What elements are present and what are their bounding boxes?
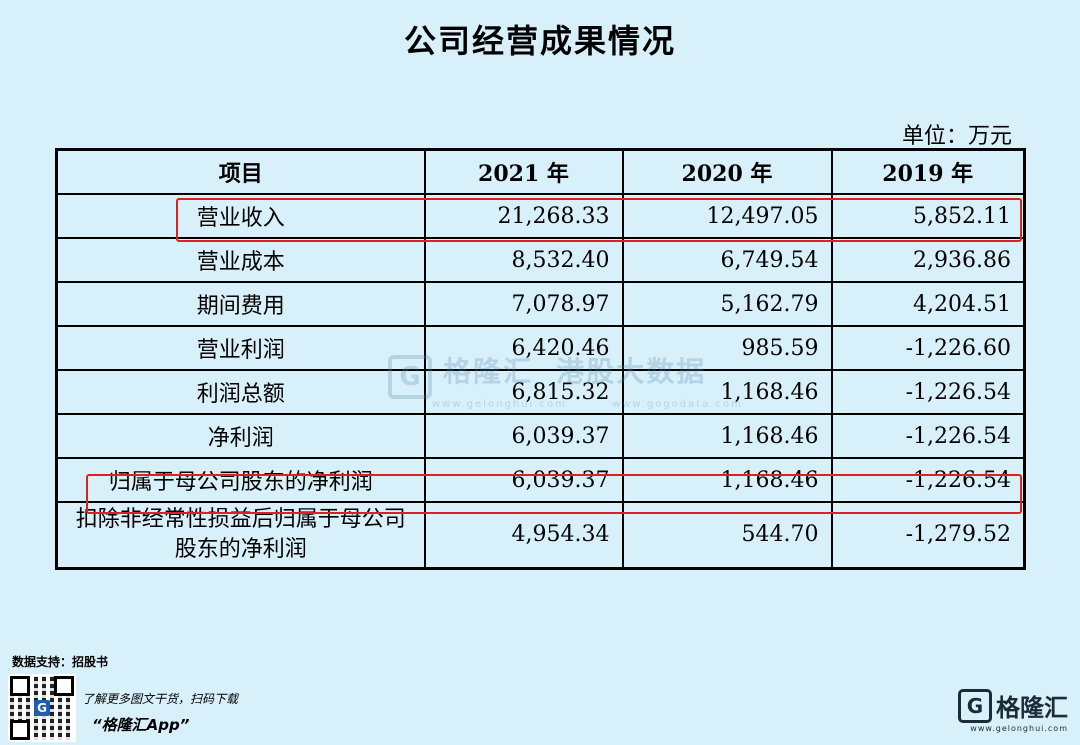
cell-2019: 2,936.86 (830, 237, 1026, 283)
table-row: 营业收入 21,268.33 12,497.05 5,852.11 (55, 193, 1026, 239)
financial-table: 项目 2021 年 2020 年 2019 年 营业收入 21,268.33 1… (55, 148, 1026, 570)
cell-2021: 8,532.40 (423, 237, 624, 283)
cell-2019: 4,204.51 (830, 281, 1026, 327)
cell-2019: -1,226.54 (830, 457, 1026, 503)
brand-name: 格隆汇 (996, 694, 1068, 722)
row-label: 归属于母公司股东的净利润 (55, 457, 426, 503)
cell-2020: 1,168.46 (621, 413, 833, 459)
cell-2019: -1,279.52 (830, 501, 1026, 570)
watermark-brand: 格隆汇 (443, 355, 534, 388)
cell-2021: 6,039.37 (423, 413, 624, 459)
unit-label: 单位：万元 (901, 124, 1012, 149)
row-label: 净利润 (55, 413, 426, 459)
cell-2020: 985.59 (621, 325, 833, 371)
app-logo-icon: G (34, 700, 50, 716)
cell-2021: 6,815.32 (423, 369, 624, 415)
cell-2021: 7,078.97 (423, 281, 624, 327)
promo-text: 了解更多图文干货，扫码下载 (82, 692, 239, 706)
cell-2020: 5,162.79 (621, 281, 833, 327)
cell-2020: 1,168.46 (621, 457, 833, 503)
watermark-url: www.gelonghui.com (432, 398, 567, 410)
table-row: 营业成本 8,532.40 6,749.54 2,936.86 (55, 237, 1026, 283)
table-row: 营业利润 6,420.46 985.59 -1,226.60 (55, 325, 1026, 371)
column-header: 2020 年 (621, 148, 833, 195)
row-label: 营业成本 (55, 237, 426, 283)
table-header-row: 项目 2021 年 2020 年 2019 年 (55, 148, 1026, 195)
watermark-url2: www.gogodata.com (612, 398, 743, 410)
app-name: “格隆汇App” (92, 716, 190, 734)
table-row: 归属于母公司股东的净利润 6,039.37 1,168.46 -1,226.54 (55, 457, 1026, 503)
column-header: 项目 (55, 148, 426, 195)
row-label: 利润总额 (55, 369, 426, 415)
cell-2021: 6,420.46 (423, 325, 624, 371)
cell-2021: 21,268.33 (423, 193, 624, 239)
brand-logo: G 格隆汇 www.gelonghui.com (958, 688, 1068, 733)
brand-url: www.gelonghui.com (970, 724, 1068, 733)
cell-2021: 4,954.34 (423, 501, 624, 570)
cell-2019: -1,226.54 (830, 413, 1026, 459)
cell-2019: 5,852.11 (830, 193, 1026, 239)
watermark-sub: 港股大数据 (556, 355, 707, 388)
table-row: 净利润 6,039.37 1,168.46 -1,226.54 (55, 413, 1026, 459)
row-label: 扣除非经常性损益后归属于母公司股东的净利润 (55, 501, 426, 570)
column-header: 2021 年 (423, 148, 624, 195)
cell-2020: 12,497.05 (621, 193, 833, 239)
cell-2021: 6,039.37 (423, 457, 624, 503)
cell-2020: 544.70 (621, 501, 833, 570)
row-label: 期间费用 (55, 281, 426, 327)
column-header: 2019 年 (830, 148, 1026, 195)
watermark: G 格隆汇 港股大数据 www.gelonghui.com www.gogoda… (388, 350, 743, 410)
cell-2020: 1,168.46 (621, 369, 833, 415)
page-title: 公司经营成果情况 (403, 22, 676, 60)
brand-g-icon: G (958, 688, 992, 723)
row-label: 营业收入 (55, 193, 426, 239)
cell-2019: -1,226.54 (830, 369, 1026, 415)
table-row: 期间费用 7,078.97 5,162.79 4,204.51 (55, 281, 1026, 327)
table-row: 利润总额 6,815.32 1,168.46 -1,226.54 (55, 369, 1026, 415)
cell-2019: -1,226.60 (830, 325, 1026, 371)
table-row: 扣除非经常性损益后归属于母公司股东的净利润 4,954.34 544.70 -1… (55, 501, 1026, 570)
qr-code-icon: G (8, 674, 76, 742)
row-label: 营业利润 (55, 325, 426, 371)
data-source: 数据支持：招股书 (12, 655, 109, 669)
cell-2020: 6,749.54 (621, 237, 833, 283)
watermark-logo-icon: G (388, 354, 432, 399)
